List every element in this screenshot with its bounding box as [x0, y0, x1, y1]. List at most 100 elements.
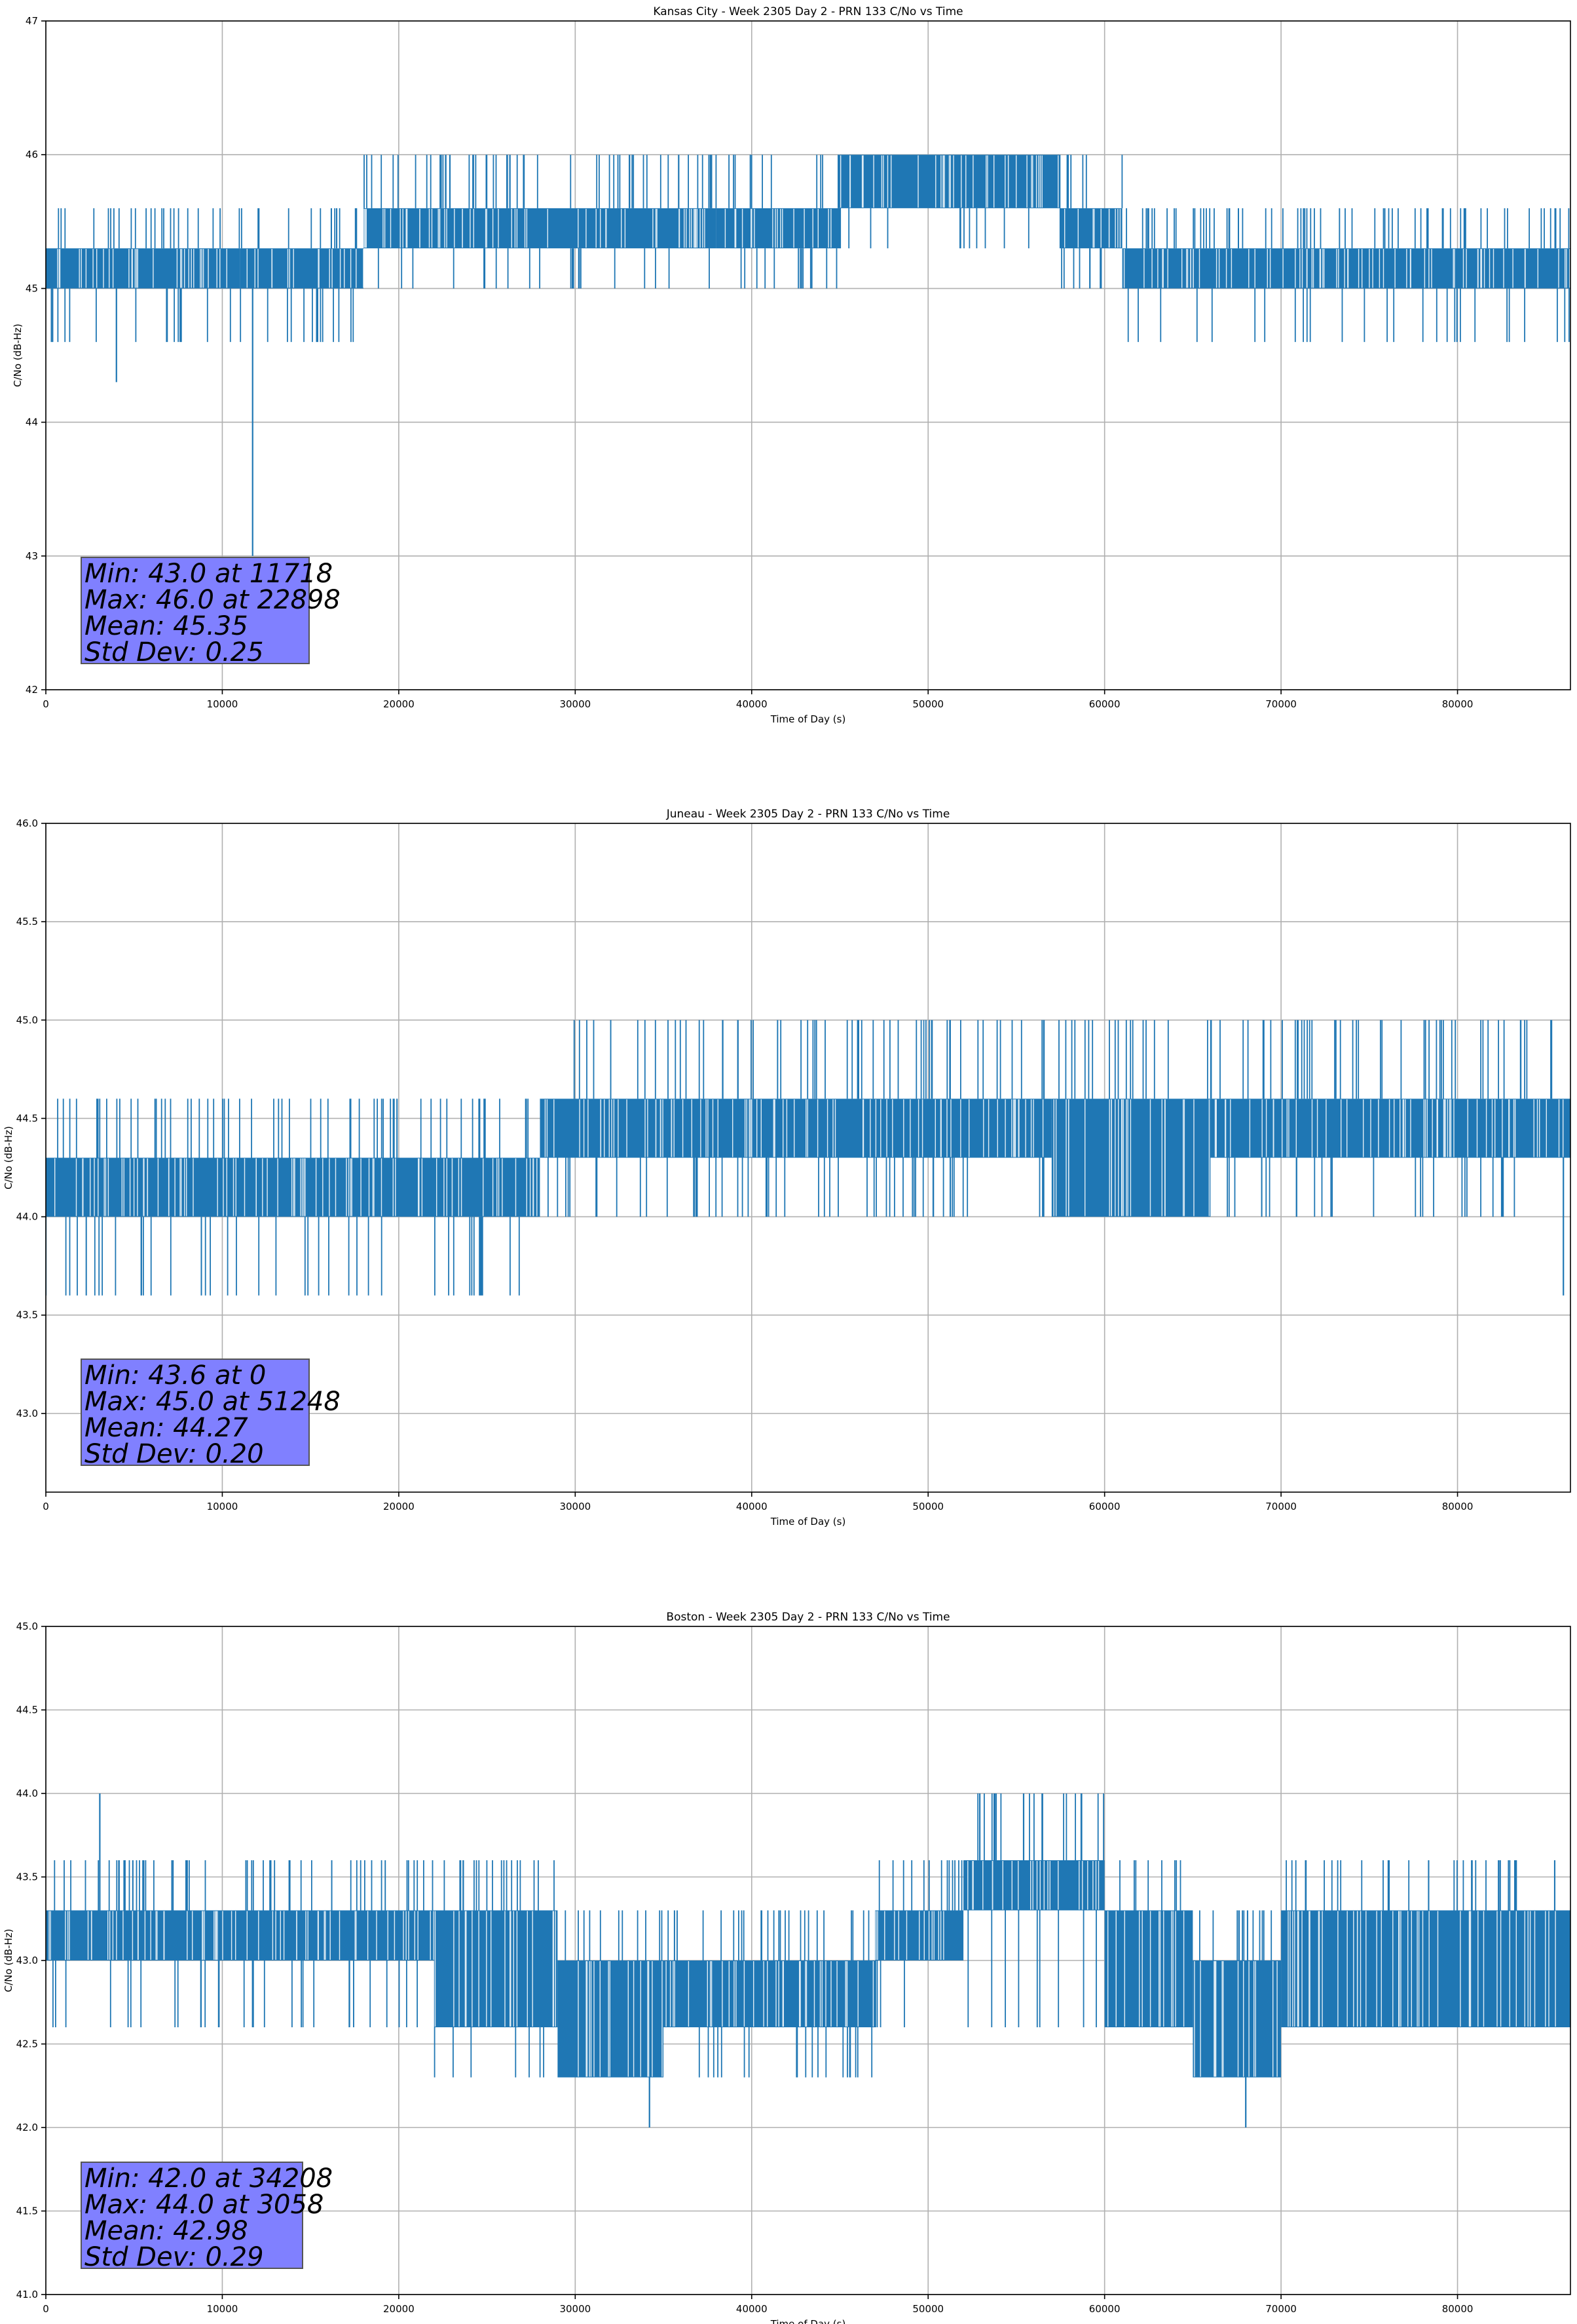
series-spikes: [547, 1020, 1045, 1217]
series-band: [46, 1910, 434, 1960]
series-band: [451, 1157, 540, 1217]
x-tick-label: 30000: [559, 2303, 591, 2315]
x-tick-label: 50000: [912, 1501, 944, 1512]
x-tick-label: 0: [43, 698, 49, 710]
series-spikes: [967, 1793, 1104, 2027]
series-spikes: [348, 1098, 449, 1296]
series-spikes: [667, 1910, 873, 2078]
subplot-2: 0 10000 20000 30000 40000 50000 60000 70000 8000…: [3, 808, 1571, 1527]
y-tick-label: 45.0: [16, 1014, 38, 1026]
series-spikes: [434, 1860, 555, 2078]
series-gaps: [57, 249, 227, 288]
series-band: [363, 208, 716, 249]
y-tick-label: 46: [26, 149, 38, 160]
series-gaps: [1107, 1911, 1185, 2027]
x-tick-label: 50000: [912, 2303, 944, 2315]
series-spikes: [1210, 1020, 1553, 1217]
series-gaps: [1288, 1911, 1556, 2027]
stats-box: Min: 43.6 at 0 Max: 45.0 at 51248 Mean: 44…: [81, 1359, 341, 1469]
series-spikes: [453, 1098, 529, 1296]
series-spikes: [1126, 208, 1570, 343]
series-band: [346, 1157, 452, 1217]
series-spikes: [1199, 1910, 1272, 1960]
y-tick-label: 43.5: [16, 1309, 38, 1321]
series-gaps: [544, 1099, 1044, 1157]
stats-box: Min: 42.0 at 34208 Max: 44.0 at 3058 Mean:…: [81, 2162, 333, 2270]
series-spikes: [363, 155, 717, 289]
series-spikes: [1058, 1020, 1208, 1099]
series-gaps: [967, 1861, 1100, 1910]
series-gaps: [840, 155, 1059, 208]
series-band: [716, 208, 840, 249]
series-gaps: [363, 208, 705, 248]
series-gaps: [1194, 1961, 1278, 2077]
chart-title: Kansas City - Week 2305 Day 2 - PRN 133 …: [653, 5, 963, 18]
y-tick-label: 44.0: [16, 1788, 38, 1799]
stats-max: Max: 46.0 at 22898: [84, 585, 341, 615]
stats-min: Min: 43.6 at 0: [84, 1360, 267, 1391]
series-band: [557, 1960, 664, 2078]
series-gaps: [451, 1158, 538, 1216]
x-tick-label: 30000: [559, 698, 591, 710]
y-tick-label: 43: [26, 550, 38, 562]
y-tick-label: 42: [26, 684, 38, 696]
x-tick-label: 20000: [383, 1501, 415, 1512]
series-spikes: [1119, 1860, 1181, 1911]
series-band: [1193, 1960, 1282, 2078]
y-tick-label: 43.0: [16, 1408, 38, 1419]
x-tick-label: 50000: [912, 698, 944, 710]
stats-box: Min: 43.0 at 11718 Max: 46.0 at 22898 Mean…: [81, 557, 341, 665]
stats-mean: Mean: 42.98: [84, 2216, 248, 2246]
series-band: [46, 248, 240, 289]
x-tick-label: 10000: [207, 1501, 238, 1512]
y-tick-label: 45.5: [16, 916, 38, 928]
y-tick-label: 42.5: [16, 2038, 38, 2050]
series-spikes: [565, 1910, 663, 1960]
series-line: [46, 1020, 1570, 1296]
series-band: [240, 248, 363, 289]
y-tick-label: 43.5: [16, 1871, 38, 1883]
y-tick-label: 44.5: [16, 1112, 38, 1124]
series-gaps: [48, 1911, 434, 1960]
series-gaps: [434, 1911, 556, 2027]
series-spikes: [728, 155, 840, 289]
x-tick-label: 20000: [383, 698, 415, 710]
x-tick-label: 60000: [1089, 1501, 1121, 1512]
x-tick-label: 60000: [1089, 698, 1121, 710]
x-tick-label: 0: [43, 1501, 49, 1512]
y-tick-label: 44.5: [16, 1704, 38, 1716]
x-tick-label: 30000: [559, 1501, 591, 1512]
series-gaps: [1053, 1099, 1210, 1216]
series-band: [46, 1157, 346, 1217]
series-spikes: [52, 1860, 434, 2027]
series-gaps: [724, 208, 832, 248]
chart-title: Boston - Week 2305 Day 2 - PRN 133 C/No …: [666, 1611, 950, 1624]
axes-frame: [45, 823, 1571, 1493]
y-tick-label: 47: [26, 15, 38, 27]
y-tick-label: 41.0: [16, 2289, 38, 2300]
stats-std: Std Dev: 0.20: [84, 1439, 264, 1469]
series-line: [46, 1793, 1570, 2127]
series-band: [663, 1960, 876, 2027]
stats-min: Min: 43.0 at 11718: [84, 559, 333, 589]
x-tick-label: 80000: [1442, 2303, 1474, 2315]
y-tick-label: 46.0: [16, 817, 38, 829]
series-spikes: [1286, 1860, 1555, 1911]
y-tick-label: 41.5: [16, 2205, 38, 2217]
series-band: [1060, 208, 1122, 249]
series-gaps: [246, 249, 364, 288]
x-tick-label: 80000: [1442, 698, 1474, 710]
y-axis-label: C/No (dB-Hz): [3, 1126, 14, 1190]
y-axis-label: C/No (dB-Hz): [12, 324, 24, 387]
x-tick-label: 70000: [1265, 2303, 1297, 2315]
x-tick-label: 10000: [207, 698, 238, 710]
series-spikes: [240, 208, 358, 343]
x-tick-label: 20000: [383, 2303, 415, 2315]
y-axis-label: C/No (dB-Hz): [3, 1929, 14, 1993]
stats-max: Max: 45.0 at 51248: [84, 1387, 341, 1417]
series-band: [1281, 1910, 1570, 2027]
x-tick-label: 40000: [736, 2303, 768, 2315]
axes-frame: [45, 20, 1571, 690]
series-gaps: [1064, 208, 1121, 248]
chart-title: Juneau - Week 2305 Day 2 - PRN 133 C/No …: [666, 808, 950, 821]
